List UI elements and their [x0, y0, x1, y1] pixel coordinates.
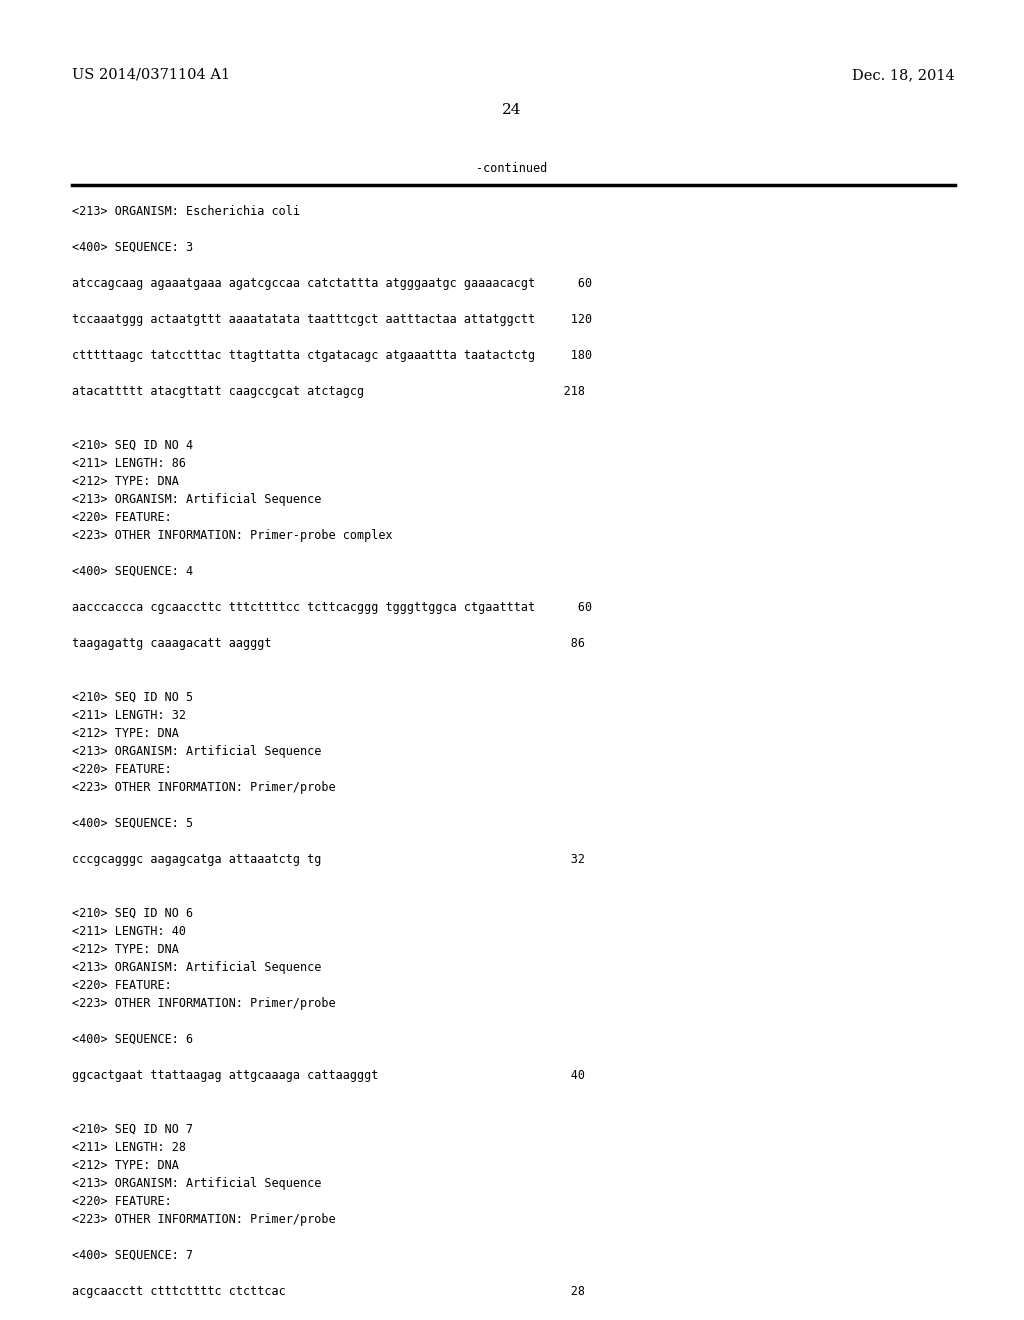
Text: <213> ORGANISM: Escherichia coli: <213> ORGANISM: Escherichia coli: [72, 205, 300, 218]
Text: <213> ORGANISM: Artificial Sequence: <213> ORGANISM: Artificial Sequence: [72, 744, 322, 758]
Text: <211> LENGTH: 86: <211> LENGTH: 86: [72, 457, 186, 470]
Text: <213> ORGANISM: Artificial Sequence: <213> ORGANISM: Artificial Sequence: [72, 1177, 322, 1191]
Text: <210> SEQ ID NO 6: <210> SEQ ID NO 6: [72, 907, 194, 920]
Text: <213> ORGANISM: Artificial Sequence: <213> ORGANISM: Artificial Sequence: [72, 961, 322, 974]
Text: <223> OTHER INFORMATION: Primer-probe complex: <223> OTHER INFORMATION: Primer-probe co…: [72, 529, 392, 543]
Text: US 2014/0371104 A1: US 2014/0371104 A1: [72, 69, 230, 82]
Text: <400> SEQUENCE: 3: <400> SEQUENCE: 3: [72, 242, 194, 253]
Text: <213> ORGANISM: Artificial Sequence: <213> ORGANISM: Artificial Sequence: [72, 492, 322, 506]
Text: ggcactgaat ttattaagag attgcaaaga cattaagggt                           40: ggcactgaat ttattaagag attgcaaaga cattaag…: [72, 1069, 585, 1082]
Text: <220> FEATURE:: <220> FEATURE:: [72, 1195, 172, 1208]
Text: cccgcagggc aagagcatga attaaatctg tg                                   32: cccgcagggc aagagcatga attaaatctg tg 32: [72, 853, 585, 866]
Text: atacattttt atacgttatt caagccgcat atctagcg                            218: atacattttt atacgttatt caagccgcat atctagc…: [72, 385, 585, 399]
Text: <211> LENGTH: 28: <211> LENGTH: 28: [72, 1140, 186, 1154]
Text: 24: 24: [502, 103, 522, 117]
Text: <212> TYPE: DNA: <212> TYPE: DNA: [72, 942, 179, 956]
Text: <223> OTHER INFORMATION: Primer/probe: <223> OTHER INFORMATION: Primer/probe: [72, 781, 336, 795]
Text: <220> FEATURE:: <220> FEATURE:: [72, 763, 172, 776]
Text: <212> TYPE: DNA: <212> TYPE: DNA: [72, 727, 179, 741]
Text: <220> FEATURE:: <220> FEATURE:: [72, 979, 172, 993]
Text: ctttttaagc tatcctttac ttagttatta ctgatacagc atgaaattta taatactctg     180: ctttttaagc tatcctttac ttagttatta ctgatac…: [72, 348, 592, 362]
Text: <212> TYPE: DNA: <212> TYPE: DNA: [72, 475, 179, 488]
Text: <210> SEQ ID NO 4: <210> SEQ ID NO 4: [72, 440, 194, 451]
Text: <220> FEATURE:: <220> FEATURE:: [72, 511, 172, 524]
Text: <400> SEQUENCE: 7: <400> SEQUENCE: 7: [72, 1249, 194, 1262]
Text: <400> SEQUENCE: 4: <400> SEQUENCE: 4: [72, 565, 194, 578]
Text: <210> SEQ ID NO 5: <210> SEQ ID NO 5: [72, 690, 194, 704]
Text: atccagcaag agaaatgaaa agatcgccaa catctattta atgggaatgc gaaaacacgt      60: atccagcaag agaaatgaaa agatcgccaa catctat…: [72, 277, 592, 290]
Text: <400> SEQUENCE: 5: <400> SEQUENCE: 5: [72, 817, 194, 830]
Text: aacccaccca cgcaaccttc tttcttttcc tcttcacggg tgggttggca ctgaatttat      60: aacccaccca cgcaaccttc tttcttttcc tcttcac…: [72, 601, 592, 614]
Text: <212> TYPE: DNA: <212> TYPE: DNA: [72, 1159, 179, 1172]
Text: taagagattg caaagacatt aagggt                                          86: taagagattg caaagacatt aagggt 86: [72, 638, 585, 649]
Text: <400> SEQUENCE: 6: <400> SEQUENCE: 6: [72, 1034, 194, 1045]
Text: tccaaatggg actaatgttt aaaatatata taatttcgct aatttactaa attatggctt     120: tccaaatggg actaatgttt aaaatatata taatttc…: [72, 313, 592, 326]
Text: <223> OTHER INFORMATION: Primer/probe: <223> OTHER INFORMATION: Primer/probe: [72, 1213, 336, 1226]
Text: <210> SEQ ID NO 7: <210> SEQ ID NO 7: [72, 1123, 194, 1137]
Text: acgcaacctt ctttcttttc ctcttcac                                        28: acgcaacctt ctttcttttc ctcttcac 28: [72, 1284, 585, 1298]
Text: <211> LENGTH: 40: <211> LENGTH: 40: [72, 925, 186, 939]
Text: -continued: -continued: [476, 161, 548, 174]
Text: <211> LENGTH: 32: <211> LENGTH: 32: [72, 709, 186, 722]
Text: Dec. 18, 2014: Dec. 18, 2014: [852, 69, 955, 82]
Text: <223> OTHER INFORMATION: Primer/probe: <223> OTHER INFORMATION: Primer/probe: [72, 997, 336, 1010]
